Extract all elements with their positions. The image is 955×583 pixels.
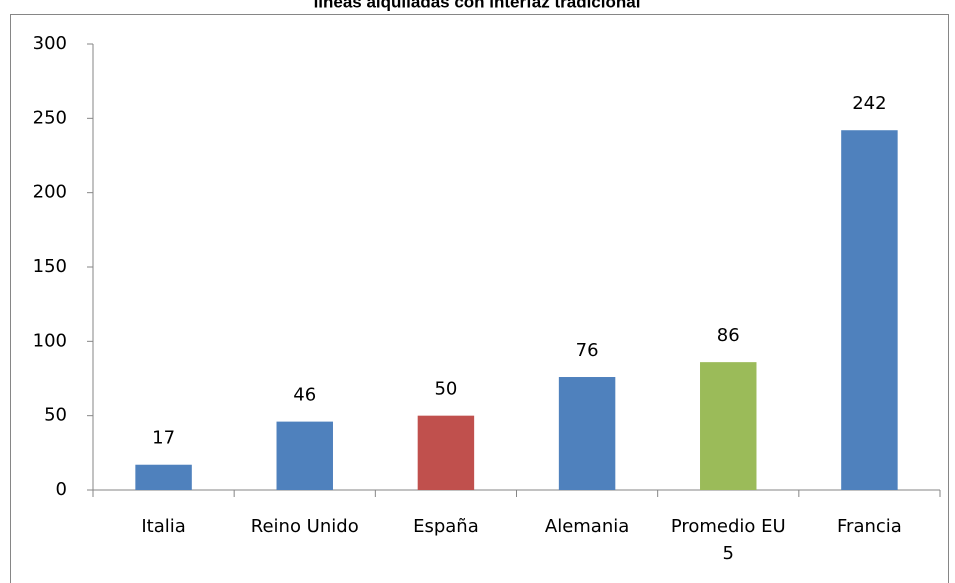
data-label: 50 — [434, 379, 457, 400]
bar — [135, 464, 192, 490]
bar — [558, 377, 616, 490]
x-tick-label: Reino Unido — [251, 516, 359, 537]
x-tick-label: Alemania — [545, 516, 629, 537]
bar — [700, 362, 757, 490]
data-label: 242 — [852, 93, 886, 114]
y-tick-label: 150 — [33, 256, 67, 277]
y-tick-label: 200 — [33, 182, 67, 203]
y-tick-label: 100 — [33, 330, 67, 351]
y-tick-label: 50 — [44, 405, 67, 426]
data-label: 76 — [576, 340, 599, 361]
data-label: 86 — [717, 325, 740, 346]
data-label: 17 — [152, 428, 175, 449]
chart-title: líneas alquiladas con interfaz tradicion… — [314, 0, 641, 11]
bar — [841, 130, 898, 490]
bar — [417, 415, 475, 490]
x-tick-label: España — [413, 516, 479, 537]
data-label: 46 — [293, 385, 316, 406]
x-tick-label: Promedio EU 5 — [671, 516, 786, 564]
chart-border — [10, 14, 949, 583]
y-tick-label: 0 — [56, 479, 67, 500]
y-tick-label: 250 — [33, 107, 67, 128]
x-tick-label: Italia — [141, 516, 185, 537]
x-tick-label: Francia — [837, 516, 902, 537]
y-tick-label: 300 — [33, 33, 67, 54]
bar — [276, 421, 333, 490]
